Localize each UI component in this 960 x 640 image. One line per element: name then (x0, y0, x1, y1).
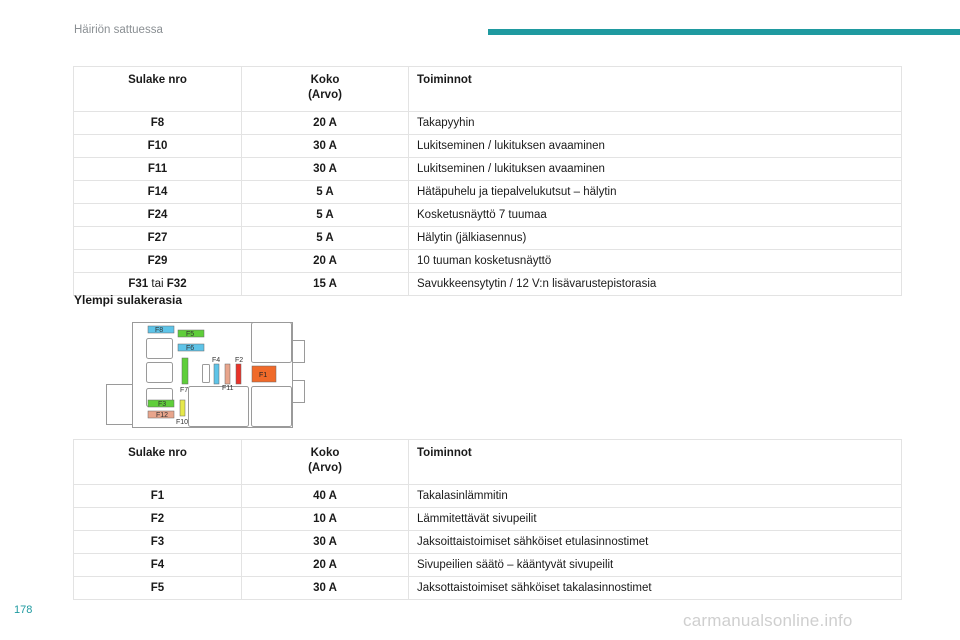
amp-cell: 5 A (241, 180, 409, 204)
col-header-function: Toiminnot (408, 66, 902, 112)
function-cell: Jaksottaistoimiset sähköiset takalasinno… (408, 576, 902, 600)
fuse-cell: F27 (73, 226, 242, 250)
table-row: F10 30 A Lukitseminen / lukituksen avaamin… (73, 134, 902, 158)
amp-cell: 30 A (241, 134, 409, 158)
fuse-cell: F24 (73, 203, 242, 227)
page-number: 178 (14, 604, 33, 616)
fuse-cell: F10 (73, 134, 242, 158)
fuse-cell: F2 (73, 507, 242, 531)
fuse-separator: tai (151, 278, 164, 290)
amp-cell: 5 A (241, 203, 409, 227)
fuse-f4 (213, 363, 220, 385)
fuse-f3 (147, 399, 175, 408)
header-accent-bar (488, 29, 960, 35)
label-f5: F5 (186, 331, 194, 338)
section-heading: Ylempi sulakerasia (74, 293, 183, 307)
function-cell: Takapyyhin (408, 111, 902, 135)
amp-cell: 5 A (241, 226, 409, 250)
table-row: F11 30 A Lukitseminen / lukituksen avaamin… (73, 157, 902, 181)
function-cell: Kosketusnäyttö 7 tuumaa (408, 203, 902, 227)
table-row: F5 30 A Jaksottaistoimiset sähköiset takal… (73, 576, 902, 600)
label-f11: F11 (222, 385, 234, 392)
table-row: F2 10 A Lämmitettävät sivupeilit (73, 507, 902, 531)
function-cell: Lukitseminen / lukituksen avaaminen (408, 134, 902, 158)
table-row: F27 5 A Hälytin (jälkiasennus) (73, 226, 902, 250)
col-header-fuse: Sulake nro (73, 66, 242, 112)
fuse-cell: F1 (73, 484, 242, 508)
function-cell: Lämmitettävät sivupeilit (408, 507, 902, 531)
label-f4: F4 (212, 357, 220, 364)
label-f12: F12 (156, 412, 168, 419)
function-cell: Sivupeilien säätö – kääntyvät sivupeilit (408, 553, 902, 577)
amp-cell: 30 A (241, 157, 409, 181)
label-f1: F1 (259, 372, 267, 379)
table-row: F14 5 A Hätäpuhelu ja tiepalvelukutsut – h… (73, 180, 902, 204)
fuse-f5 (177, 329, 205, 338)
amp-cell: 20 A (241, 249, 409, 273)
amp-cell: 20 A (241, 553, 409, 577)
fuse-table-2: Sulake nro Koko (Arvo) Toiminnot F1 40 A Ta… (73, 439, 902, 600)
function-cell: 10 tuuman kosketusnäyttö (408, 249, 902, 273)
fuse-id-b: F32 (166, 278, 187, 290)
fuse-cell: F5 (73, 576, 242, 600)
col-header-size: Koko (Arvo) (241, 66, 409, 112)
fuse-f8 (147, 325, 175, 334)
fuse-f6 (177, 343, 205, 352)
table-row: F1 40 A Takalasinlämmitin (73, 484, 902, 508)
fuse-f2 (235, 363, 242, 385)
amp-cell: 15 A (241, 272, 409, 296)
table-row: F8 20 A Takapyyhin (73, 111, 902, 135)
label-f7: F7 (180, 387, 188, 394)
amp-cell: 20 A (241, 111, 409, 135)
fuse-f1 (251, 365, 277, 383)
fuse-cell: F31 tai F32 (73, 272, 242, 296)
fuse-f11 (224, 363, 231, 385)
amp-cell: 40 A (241, 484, 409, 508)
function-cell: Savukkeensytytin / 12 V:n lisävarustepis… (408, 272, 902, 296)
fuse-cell: F3 (73, 530, 242, 554)
amp-cell: 10 A (241, 507, 409, 531)
fuse-f7 (181, 357, 189, 385)
label-f3: F3 (158, 401, 166, 408)
label-f2: F2 (235, 357, 243, 364)
fuse-cell: F14 (73, 180, 242, 204)
table-row: F24 5 A Kosketusnäyttö 7 tuumaa (73, 203, 902, 227)
fuse-f10 (179, 399, 186, 417)
amp-cell: 30 A (241, 530, 409, 554)
col-header-size-line1: Koko (310, 74, 340, 86)
table-row: F3 30 A Jaksoittaistoimiset sähköiset etul… (73, 530, 902, 554)
function-cell: Hälytin (jälkiasennus) (408, 226, 902, 250)
col-header-size-line2: (Arvo) (308, 462, 342, 474)
fuse-f12 (147, 410, 175, 419)
fuse-cell: F11 (73, 157, 242, 181)
col-header-function: Toiminnot (408, 439, 902, 485)
watermark: carmanualsonline.info (683, 611, 853, 630)
fuse-table-1: Sulake nro Koko (Arvo) Toiminnot F8 20 A Ta… (73, 66, 902, 296)
header-title: Häiriön sattuessa (74, 24, 163, 36)
label-f6: F6 (186, 345, 194, 352)
function-cell: Jaksoittaistoimiset sähköiset etulasinno… (408, 530, 902, 554)
table-row: F29 20 A 10 tuuman kosketusnäyttö (73, 249, 902, 273)
col-header-size-line2: (Arvo) (308, 89, 342, 101)
label-f8: F8 (155, 327, 163, 334)
table-header-row: Sulake nro Koko (Arvo) Toiminnot (73, 439, 902, 485)
function-cell: Lukitseminen / lukituksen avaaminen (408, 157, 902, 181)
function-cell: Takalasinlämmitin (408, 484, 902, 508)
fuse-id-a: F31 (128, 278, 149, 290)
table-row: F31 tai F32 15 A Savukkeensytytin / 12 V… (73, 272, 902, 296)
col-header-fuse: Sulake nro (73, 439, 242, 485)
table-row: F4 20 A Sivupeilien säätö – kääntyvät sivu… (73, 553, 902, 577)
amp-cell: 30 A (241, 576, 409, 600)
fuse-box-diagram: F8 F5 F6 F7 F4 F11 F2 F1 F3 F12 F10 (106, 322, 305, 428)
function-cell: Hätäpuhelu ja tiepalvelukutsut – hälytin (408, 180, 902, 204)
table-header-row: Sulake nro Koko (Arvo) Toiminnot (73, 66, 902, 112)
fuse-cell: F29 (73, 249, 242, 273)
fuse-cell: F8 (73, 111, 242, 135)
col-header-size-line1: Koko (310, 447, 340, 459)
fuse-cell: F4 (73, 553, 242, 577)
label-f10: F10 (176, 419, 188, 426)
col-header-size: Koko (Arvo) (241, 439, 409, 485)
